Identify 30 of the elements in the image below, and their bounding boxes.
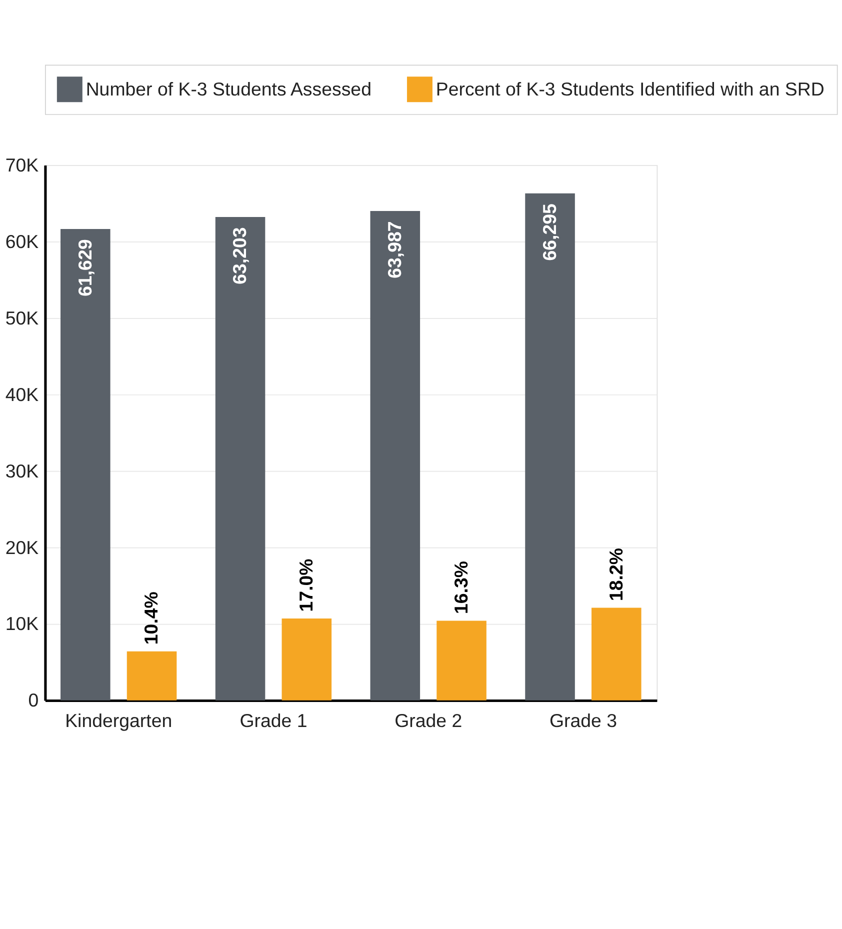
legend-label: Percent of K-3 Students Identified with an SRD xyxy=(436,78,824,100)
annotation: 16.3% xyxy=(450,560,472,614)
x-tick-label: Grade 3 xyxy=(549,710,617,732)
annotation: 18.2% xyxy=(605,548,626,601)
y-tick-label: 50K xyxy=(5,307,40,328)
data-label: 66,295 xyxy=(538,204,560,261)
data-label: 63,987 xyxy=(384,221,406,278)
bar xyxy=(370,211,420,700)
y-tick-label: 20K xyxy=(5,536,40,558)
data-label: 63,203 xyxy=(229,227,250,284)
x-tick-label: Grade 2 xyxy=(394,710,462,732)
y-tick-label: 30K xyxy=(5,460,40,482)
x-tick-label: Kindergarten xyxy=(65,710,172,732)
bar xyxy=(436,620,486,700)
legend-label: Number of K-3 Students Assessed xyxy=(86,78,372,100)
x-tick-label: Grade 1 xyxy=(240,710,308,732)
y-tick-label: 60K xyxy=(5,230,40,252)
annotation: 10.4% xyxy=(140,591,162,645)
bar xyxy=(126,651,177,700)
bar xyxy=(525,193,575,700)
annotation: 17.0% xyxy=(296,558,317,612)
y-tick-label: 10K xyxy=(5,613,40,634)
bar xyxy=(592,608,642,700)
bar xyxy=(215,217,266,700)
data-label: 61,629 xyxy=(74,239,96,296)
bar xyxy=(60,229,110,700)
bar xyxy=(282,618,332,700)
y-tick-label: 40K xyxy=(5,384,40,405)
y-tick-label: 70K xyxy=(5,154,40,176)
y-tick-label: 0 xyxy=(28,690,39,711)
